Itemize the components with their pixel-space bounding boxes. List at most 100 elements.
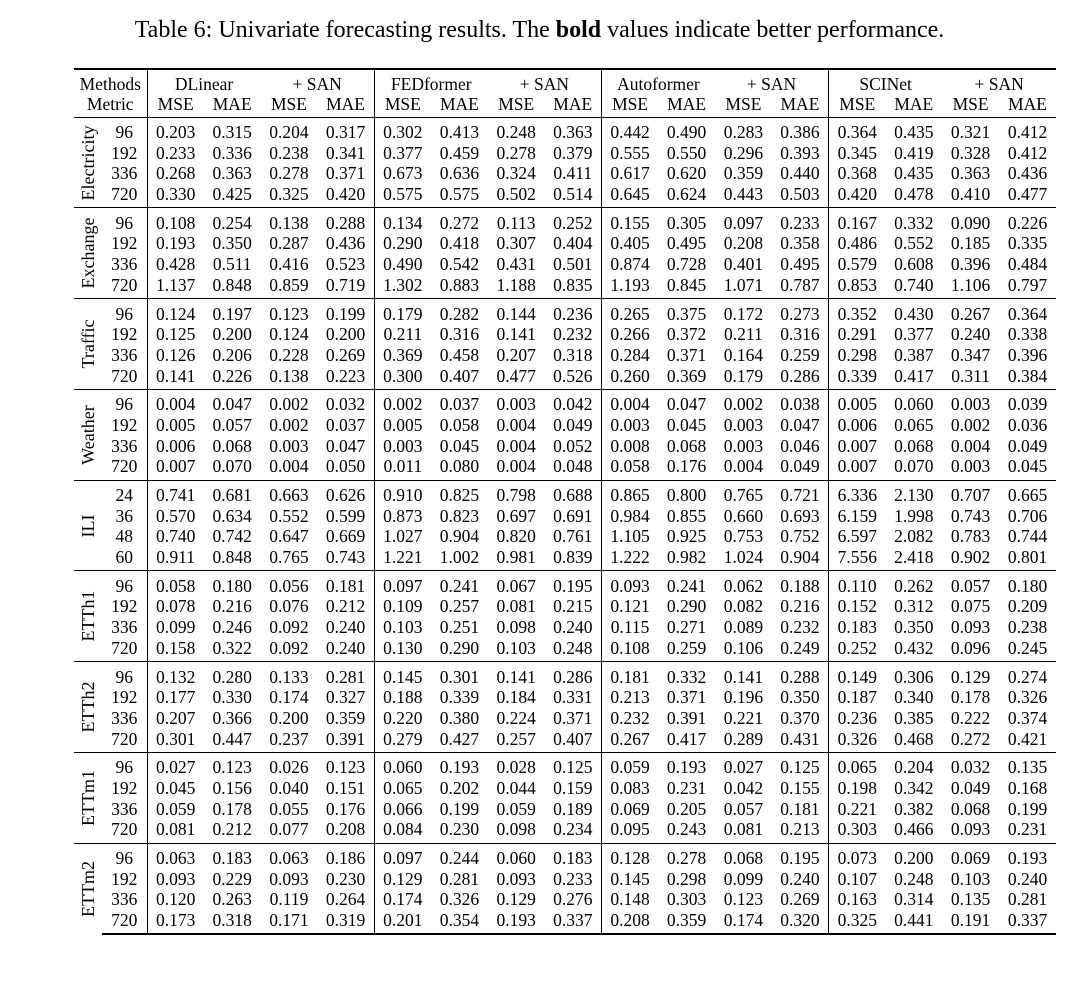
- horizon-cell: 96: [102, 661, 148, 687]
- value-cell: 0.570: [155, 505, 196, 526]
- value-cell: 0.298: [666, 868, 707, 889]
- value-cell: 0.354: [431, 909, 488, 936]
- value-cell: 0.077: [269, 819, 309, 840]
- value-cell: 0.645: [610, 184, 650, 205]
- value-cell: 0.379: [544, 142, 602, 164]
- value-cell: 0.199: [1007, 798, 1048, 819]
- value-cell: 0.490: [383, 254, 423, 275]
- value-cell: 0.145: [374, 661, 431, 687]
- value-cell: 1.188: [496, 274, 536, 295]
- value-cell: 0.052: [544, 435, 602, 456]
- table-row: 720 0.158 0.322 0.092 0.240 0.130 0.290 0.103 0.…: [74, 637, 1056, 662]
- value-cell: 0.337: [999, 909, 1056, 936]
- metric-header: MAE: [439, 94, 479, 115]
- table-row: 720 0.081 0.212 0.077 0.208 0.084 0.230 0.098 0.…: [74, 819, 1056, 844]
- value-cell: 0.421: [1007, 728, 1048, 749]
- value-cell: 0.049: [771, 456, 830, 481]
- value-cell: 0.108: [147, 207, 204, 234]
- value-cell: 0.098: [496, 617, 536, 638]
- metric-header: MSE: [271, 94, 307, 115]
- value-cell: 0.178: [212, 798, 252, 819]
- value-cell: 0.783: [950, 526, 991, 547]
- metric-header: MSE: [498, 94, 535, 115]
- value-cell: 0.078: [155, 596, 196, 617]
- value-cell: 0.338: [1007, 324, 1048, 345]
- value-cell: 0.352: [828, 298, 886, 324]
- dataset-name: ETTm1: [78, 769, 98, 826]
- value-cell: 0.386: [771, 116, 830, 143]
- value-cell: 0.342: [894, 777, 934, 798]
- value-cell: 0.230: [317, 868, 375, 890]
- value-cell: 0.300: [383, 365, 423, 386]
- value-cell: 0.174: [269, 687, 309, 708]
- dataset-group: Traffic 96 0.124 0.197 0.123 0.199 0.179 0.282 0…: [74, 298, 1056, 390]
- value-cell: 0.681: [203, 479, 261, 506]
- value-cell: 0.179: [374, 298, 431, 324]
- value-cell: 0.248: [487, 116, 545, 143]
- value-cell: 0.282: [431, 298, 488, 324]
- value-cell: 0.265: [601, 298, 659, 324]
- value-cell: 0.045: [1007, 456, 1048, 477]
- value-cell: 0.691: [544, 505, 602, 527]
- dataset-name: ETTh2: [78, 681, 98, 733]
- value-cell: 0.070: [212, 456, 252, 477]
- value-cell: 0.396: [950, 254, 991, 275]
- value-cell: 0.382: [894, 798, 934, 819]
- value-cell: 0.004: [496, 435, 536, 456]
- value-cell: 0.432: [894, 637, 934, 658]
- horizon-cell: 192: [102, 142, 148, 164]
- value-cell: 0.002: [260, 388, 318, 415]
- horizon-cell: 336: [102, 253, 148, 275]
- value-cell: 0.447: [212, 728, 252, 749]
- caption-suffix: values indicate better performance.: [601, 17, 945, 43]
- value-cell: 0.484: [1007, 254, 1048, 275]
- value-cell: 0.743: [950, 505, 991, 526]
- dataset-group: ETTh1 96 0.058 0.180 0.056 0.181 0.097 0.241 0.0…: [74, 570, 1056, 662]
- method-header: SCINet: [828, 68, 943, 94]
- value-cell: 0.003: [269, 435, 309, 456]
- value-cell: 0.059: [496, 798, 536, 819]
- horizon-cell: 336: [102, 616, 148, 638]
- value-cell: 0.911: [156, 547, 196, 568]
- value-cell: 0.281: [439, 868, 480, 889]
- value-cell: 0.579: [837, 254, 877, 275]
- horizon-cell: 36: [102, 505, 148, 527]
- horizon-cell: 720: [102, 183, 148, 208]
- dataset-label: Weather: [74, 388, 102, 481]
- value-cell: 0.068: [715, 842, 772, 869]
- value-cell: 0.742: [212, 526, 252, 547]
- horizon-cell: 96: [102, 207, 148, 234]
- value-cell: 0.428: [155, 254, 196, 275]
- value-cell: 0.093: [950, 819, 991, 840]
- table-row: 336 0.059 0.178 0.055 0.176 0.066 0.199 0.059 0.…: [74, 798, 1056, 819]
- value-cell: 0.081: [155, 819, 196, 840]
- value-cell: 0.254: [203, 207, 261, 234]
- value-cell: 0.336: [212, 142, 252, 163]
- value-cell: 0.050: [317, 456, 375, 481]
- value-cell: 0.037: [317, 414, 375, 436]
- value-cell: 0.259: [771, 344, 830, 366]
- value-cell: 0.226: [212, 365, 252, 386]
- table-row: Weather 96 0.004 0.047 0.002 0.032 0.002 0.037 0…: [74, 388, 1056, 481]
- value-cell: 0.278: [658, 842, 715, 869]
- value-cell: 0.501: [544, 253, 602, 275]
- value-cell: 0.262: [885, 570, 943, 597]
- table-row: 720 0.301 0.447 0.237 0.391 0.279 0.427 0.257 0.…: [74, 728, 1056, 753]
- value-cell: 0.006: [837, 414, 877, 435]
- value-cell: 0.188: [771, 570, 830, 597]
- value-cell: 0.369: [383, 344, 423, 365]
- value-cell: 0.665: [999, 479, 1056, 506]
- value-cell: 0.060: [374, 751, 431, 778]
- value-cell: 0.345: [837, 142, 877, 163]
- table-row: ETTh1 96 0.058 0.180 0.056 0.181 0.097 0.241 0.0…: [74, 570, 1056, 662]
- value-cell: 0.372: [666, 324, 707, 345]
- value-cell: 0.069: [942, 842, 999, 869]
- value-cell: 0.982: [666, 547, 707, 568]
- value-cell: 0.093: [155, 868, 196, 889]
- value-cell: 0.027: [147, 751, 204, 778]
- value-cell: 0.039: [999, 388, 1056, 415]
- value-cell: 0.303: [666, 889, 707, 910]
- value-cell: 0.004: [601, 388, 659, 415]
- method-header: + SAN: [487, 68, 602, 94]
